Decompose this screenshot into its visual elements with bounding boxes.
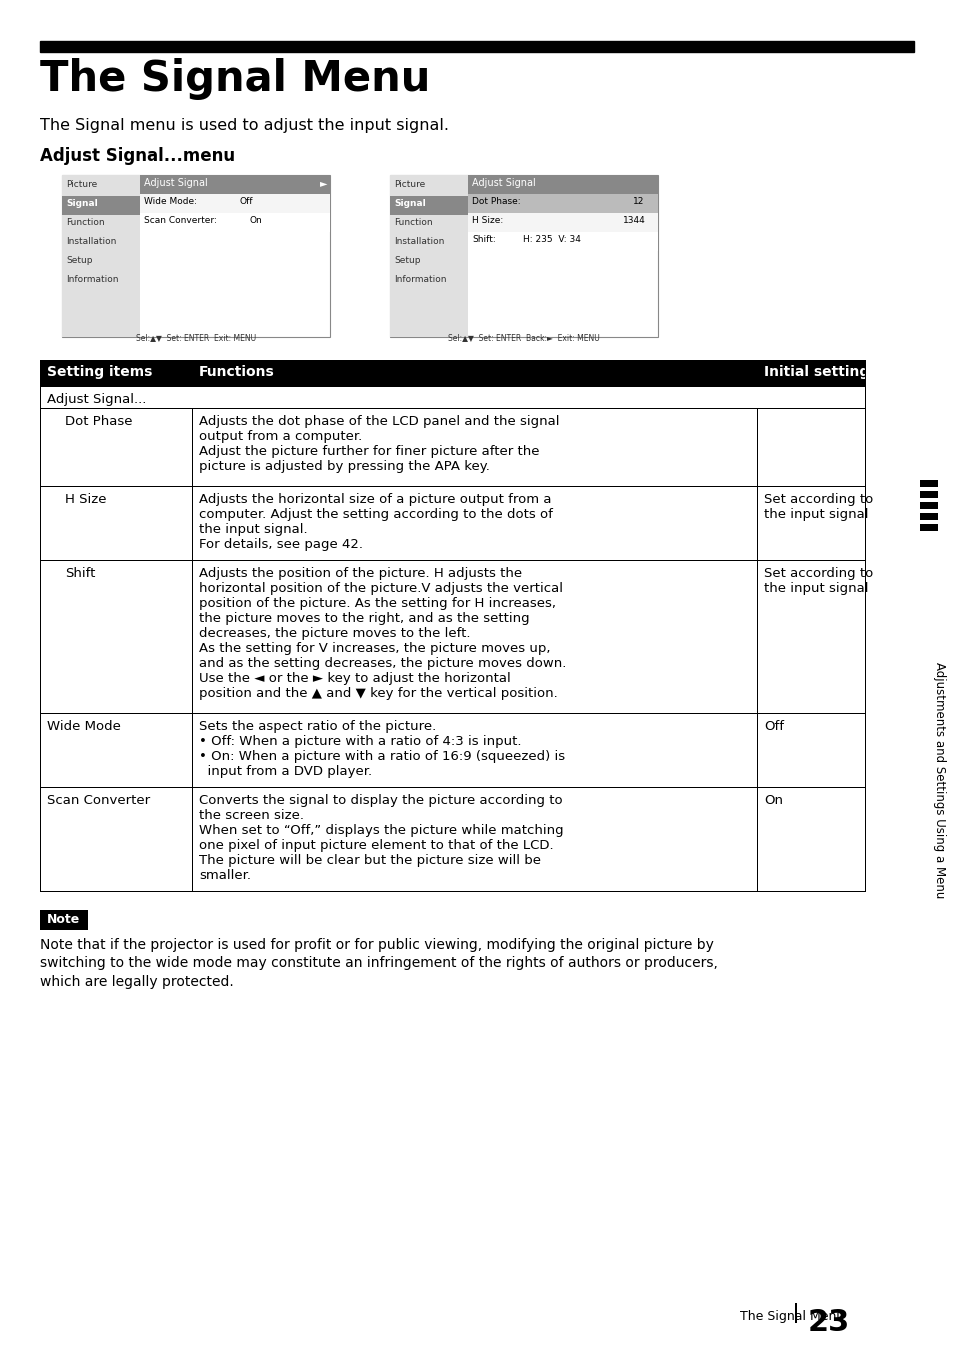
Bar (40, 788, 864, 892)
Text: Adjusts the horizontal size of a picture output from a
computer. Adjust the sett: Adjusts the horizontal size of a picture… (199, 493, 553, 552)
Text: ►: ► (319, 178, 327, 188)
Bar (40, 487, 864, 561)
Bar (468, 214, 658, 233)
Text: 12: 12 (633, 197, 643, 206)
Text: Installation: Installation (394, 237, 444, 246)
Bar (390, 174, 658, 337)
Text: Functions: Functions (199, 365, 274, 379)
Text: Off: Off (240, 197, 253, 206)
Bar (468, 193, 658, 214)
Text: The Signal menu is used to adjust the input signal.: The Signal menu is used to adjust the in… (40, 118, 449, 132)
Text: Installation: Installation (66, 237, 116, 246)
Bar (192, 561, 193, 714)
Bar (919, 480, 937, 487)
Text: Adjust Signal...: Adjust Signal... (47, 393, 146, 406)
Bar (192, 788, 193, 892)
Text: Set according to
the input signal: Set according to the input signal (763, 493, 872, 521)
Text: Information: Information (394, 274, 446, 284)
Bar (140, 193, 330, 214)
Text: Sel:▲▼  Set: ENTER  Exit: MENU: Sel:▲▼ Set: ENTER Exit: MENU (135, 333, 255, 342)
Bar (919, 502, 937, 508)
Bar (40, 714, 864, 788)
Text: Dot Phase: Dot Phase (65, 415, 132, 429)
Bar (40, 410, 864, 487)
Bar (40, 387, 864, 410)
Text: Signal: Signal (394, 199, 425, 208)
Text: H Size: H Size (65, 493, 107, 506)
Text: Picture: Picture (394, 180, 425, 189)
Text: 23: 23 (807, 1307, 849, 1337)
Bar (757, 410, 758, 487)
Bar (919, 512, 937, 521)
Text: Adjust Signal: Adjust Signal (472, 178, 536, 188)
Text: H Size:: H Size: (472, 216, 503, 224)
Text: Note that if the projector is used for profit or for public viewing, modifying t: Note that if the projector is used for p… (40, 938, 717, 988)
Text: The Signal Menu: The Signal Menu (40, 58, 430, 100)
Text: Scan Converter:: Scan Converter: (144, 216, 216, 224)
Text: Sel:▲▼  Set: ENTER  Back:►  Exit: MENU: Sel:▲▼ Set: ENTER Back:► Exit: MENU (448, 333, 599, 342)
Text: Function: Function (394, 218, 432, 227)
Text: Scan Converter: Scan Converter (47, 794, 150, 807)
Bar (757, 561, 758, 714)
Bar (140, 174, 330, 193)
Text: Setting items: Setting items (47, 365, 152, 379)
Bar (140, 214, 330, 233)
Bar (192, 487, 193, 561)
Bar (757, 487, 758, 561)
Bar (794, 1303, 796, 1324)
Text: Converts the signal to display the picture according to
the screen size.
When se: Converts the signal to display the pictu… (199, 794, 563, 882)
Bar (919, 491, 937, 498)
Text: Adjust Signal...menu: Adjust Signal...menu (40, 147, 234, 165)
Bar (192, 714, 193, 788)
Text: H: 235  V: 34: H: 235 V: 34 (522, 235, 580, 243)
Text: Dot Phase:: Dot Phase: (472, 197, 520, 206)
Bar (390, 196, 468, 215)
Text: Adjusts the position of the picture. H adjusts the
horizontal position of the pi: Adjusts the position of the picture. H a… (199, 566, 566, 700)
Text: Shift: Shift (65, 566, 95, 580)
Text: Function: Function (66, 218, 105, 227)
Bar (757, 788, 758, 892)
Text: Initial setting: Initial setting (763, 365, 868, 379)
Bar (40, 910, 88, 930)
Text: The Signal Menu: The Signal Menu (740, 1310, 843, 1324)
Text: Signal: Signal (66, 199, 97, 208)
Text: On: On (763, 794, 782, 807)
Bar (62, 174, 140, 337)
Text: On: On (250, 216, 262, 224)
Bar (40, 360, 864, 387)
Text: Adjusts the dot phase of the LCD panel and the signal
output from a computer.
Ad: Adjusts the dot phase of the LCD panel a… (199, 415, 558, 473)
Text: Wide Mode:: Wide Mode: (144, 197, 196, 206)
Bar (62, 196, 140, 215)
Text: Picture: Picture (66, 180, 97, 189)
Text: Setup: Setup (66, 256, 92, 265)
Text: Adjust Signal: Adjust Signal (144, 178, 208, 188)
Text: 1344: 1344 (622, 216, 645, 224)
Text: Set according to
the input signal: Set according to the input signal (763, 566, 872, 595)
Bar (919, 525, 937, 531)
Text: Setup: Setup (394, 256, 420, 265)
Bar (40, 360, 41, 892)
Text: Information: Information (66, 274, 118, 284)
Bar (468, 233, 658, 251)
Bar (864, 360, 865, 892)
Text: Wide Mode: Wide Mode (47, 721, 121, 733)
Bar (390, 174, 468, 337)
Text: Adjustments and Settings Using a Menu: Adjustments and Settings Using a Menu (933, 662, 945, 898)
Text: Shift:: Shift: (472, 235, 496, 243)
Text: Sets the aspect ratio of the picture.
• Off: When a picture with a ratio of 4:3 : Sets the aspect ratio of the picture. • … (199, 721, 564, 777)
Bar (40, 561, 864, 714)
Bar (757, 714, 758, 788)
Bar (192, 410, 193, 487)
Text: Off: Off (763, 721, 783, 733)
Bar (40, 41, 913, 51)
Bar (468, 174, 658, 193)
Text: Note: Note (47, 913, 80, 926)
Bar (62, 174, 330, 337)
